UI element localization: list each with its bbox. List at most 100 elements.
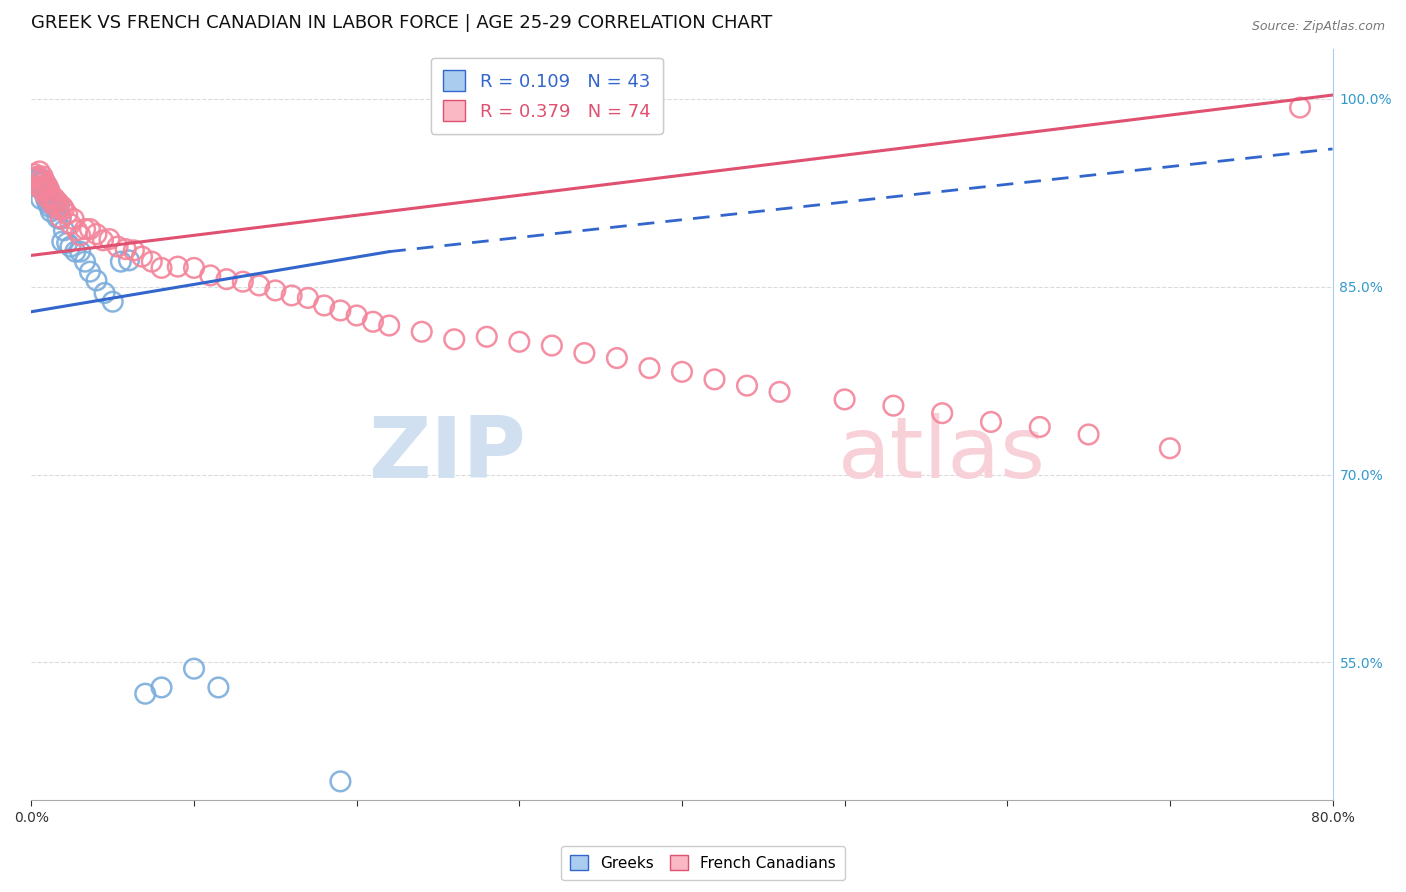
Point: [1029, 420, 1052, 434]
Point: [150, 260, 173, 275]
Point: [35, 189, 58, 203]
Point: [41, 197, 63, 211]
Point: [38, 188, 60, 202]
Point: [30, 173, 52, 187]
Point: [86, 227, 108, 241]
Point: [314, 298, 336, 312]
Point: [703, 372, 725, 386]
Point: [45, 202, 67, 216]
Point: [329, 303, 352, 318]
Point: [980, 415, 1002, 429]
Point: [34, 186, 56, 201]
Point: [475, 330, 498, 344]
Point: [346, 309, 368, 323]
Point: [44, 200, 66, 214]
Point: [69, 244, 91, 259]
Point: [48, 202, 70, 216]
Point: [73, 254, 96, 268]
Point: [882, 399, 904, 413]
Point: [134, 687, 156, 701]
Point: [101, 294, 124, 309]
Point: [27, 176, 49, 190]
Point: [166, 260, 188, 274]
Point: [671, 365, 693, 379]
Point: [41, 197, 63, 211]
Point: [39, 194, 62, 209]
Point: [297, 291, 319, 305]
Point: [232, 275, 254, 289]
Point: [378, 318, 401, 333]
Point: [98, 232, 121, 246]
Point: [931, 406, 953, 420]
Point: [34, 174, 56, 188]
Point: [150, 681, 173, 695]
Point: [28, 164, 51, 178]
Text: atlas: atlas: [838, 413, 1046, 496]
Point: [56, 207, 79, 221]
Point: [25, 170, 48, 185]
Point: [52, 223, 75, 237]
Point: [31, 179, 53, 194]
Point: [30, 182, 52, 196]
Point: [86, 273, 108, 287]
Point: [44, 191, 66, 205]
Text: Source: ZipAtlas.com: Source: ZipAtlas.com: [1251, 20, 1385, 33]
Point: [768, 384, 790, 399]
Point: [37, 179, 59, 194]
Point: [56, 235, 79, 250]
Point: [65, 244, 87, 259]
Point: [200, 268, 222, 283]
Point: [540, 338, 562, 352]
Point: [25, 173, 48, 187]
Point: [28, 180, 51, 194]
Point: [35, 177, 58, 191]
Point: [1159, 442, 1181, 456]
Point: [264, 284, 287, 298]
Point: [28, 170, 51, 185]
Text: GREEK VS FRENCH CANADIAN IN LABOR FORCE | AGE 25-29 CORRELATION CHART: GREEK VS FRENCH CANADIAN IN LABOR FORCE …: [31, 14, 773, 32]
Point: [38, 183, 60, 197]
Point: [35, 192, 58, 206]
Point: [79, 265, 101, 279]
Legend: Greeks, French Canadians: Greeks, French Canadians: [561, 846, 845, 880]
Point: [183, 260, 205, 275]
Point: [107, 239, 129, 253]
Point: [59, 217, 82, 231]
Point: [24, 167, 46, 181]
Point: [48, 197, 70, 211]
Point: [1077, 427, 1099, 442]
Point: [247, 278, 270, 293]
Point: [834, 392, 856, 407]
Point: [59, 239, 82, 253]
Text: ZIP: ZIP: [368, 413, 526, 496]
Point: [37, 195, 59, 210]
Point: [66, 223, 89, 237]
Point: [45, 198, 67, 212]
Point: [34, 185, 56, 199]
Point: [141, 254, 163, 268]
Point: [508, 334, 530, 349]
Point: [27, 169, 49, 184]
Point: [46, 194, 69, 209]
Point: [443, 332, 465, 346]
Point: [49, 211, 72, 225]
Point: [62, 212, 84, 227]
Point: [73, 222, 96, 236]
Point: [361, 315, 384, 329]
Point: [46, 211, 69, 225]
Point: [34, 174, 56, 188]
Point: [411, 325, 433, 339]
Point: [329, 774, 352, 789]
Point: [110, 254, 132, 268]
Point: [735, 378, 758, 392]
Point: [91, 233, 114, 247]
Point: [35, 179, 58, 194]
Point: [31, 169, 53, 184]
Point: [606, 351, 628, 365]
Point: [183, 662, 205, 676]
Point: [51, 200, 73, 214]
Point: [30, 192, 52, 206]
Point: [118, 253, 141, 268]
Point: [52, 202, 75, 216]
Point: [69, 228, 91, 243]
